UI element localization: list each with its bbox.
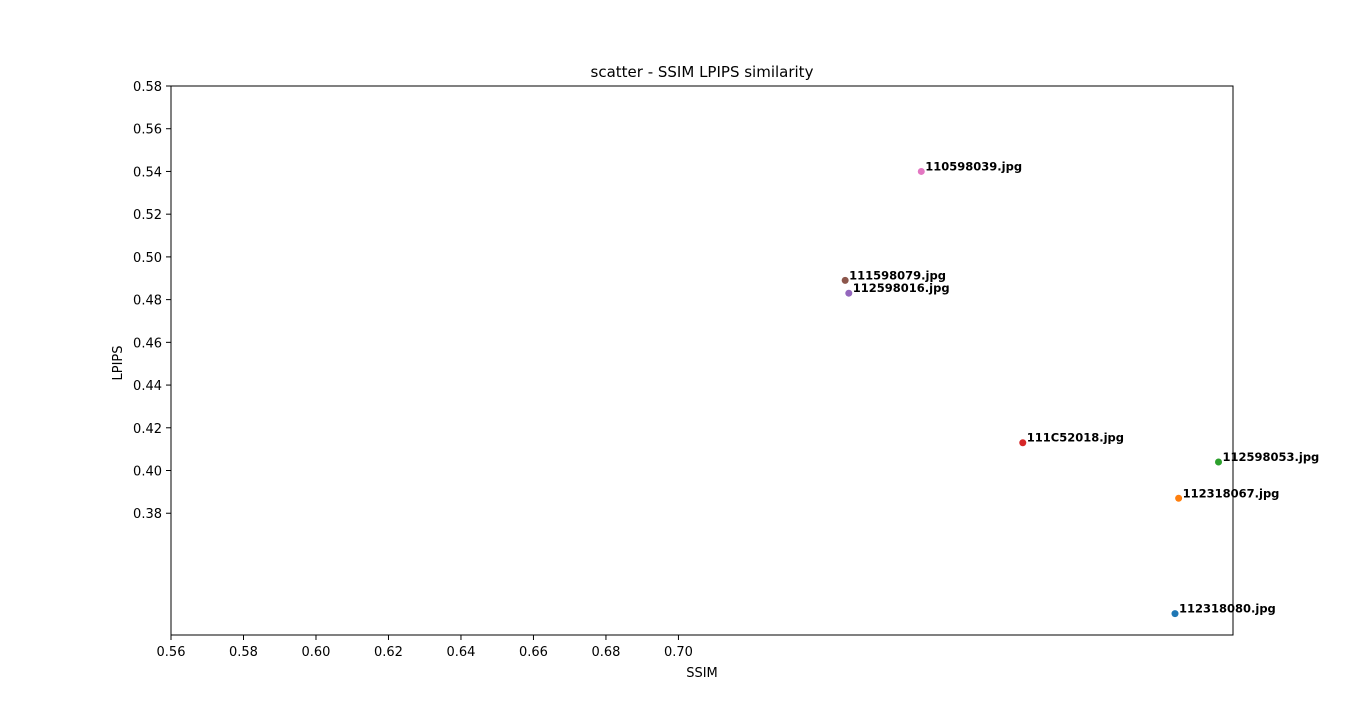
x-tick-label: 0.56 (157, 645, 186, 660)
point-label: 112318080.jpg (1179, 602, 1276, 616)
y-tick-label: 0.52 (133, 208, 162, 223)
y-tick-label: 0.56 (133, 123, 162, 138)
point-label: 112598053.jpg (1223, 450, 1320, 464)
x-tick-label: 0.58 (229, 645, 258, 660)
x-tick-label: 0.62 (374, 645, 403, 660)
plot-area (170, 85, 1234, 636)
x-axis: 0.56 0.58 0.60 0.62 0.64 0.66 0.68 0.70 (157, 635, 693, 660)
scatter-point (1171, 610, 1179, 618)
x-axis-label: SSIM (686, 666, 718, 681)
x-tick-label: 0.60 (302, 645, 331, 660)
scatter-point (1175, 494, 1183, 502)
y-tick-label: 0.42 (133, 422, 162, 437)
x-tick-label: 0.66 (519, 645, 548, 660)
y-tick-label: 0.54 (133, 165, 162, 180)
y-tick-label: 0.58 (133, 80, 162, 95)
x-tick-label: 0.70 (664, 645, 693, 660)
point-label: 110598039.jpg (925, 159, 1022, 173)
scatter-point (845, 289, 853, 297)
y-axis: 0.58 0.56 0.54 0.52 0.50 0.48 0.46 0.44 0.42 0.40… (133, 80, 171, 522)
chart-title: scatter - SSIM LPIPS similarity (591, 63, 814, 81)
scatter-point (1215, 458, 1223, 466)
scatter-point (841, 276, 849, 284)
point-label: 111598079.jpg (849, 268, 946, 282)
y-tick-label: 0.44 (133, 379, 162, 394)
point-label: 112598016.jpg (853, 281, 950, 295)
y-tick-label: 0.38 (133, 507, 162, 522)
y-tick-label: 0.48 (133, 294, 162, 309)
x-tick-label: 0.68 (591, 645, 620, 660)
scatter-point (1019, 439, 1027, 447)
x-tick-label: 0.64 (446, 645, 475, 660)
point-label: 112318067.jpg (1183, 486, 1280, 500)
y-tick-label: 0.40 (133, 465, 162, 480)
y-axis-label: LPIPS (111, 345, 126, 380)
scatter-point (917, 167, 925, 175)
point-label: 111C52018.jpg (1027, 431, 1124, 445)
y-tick-label: 0.46 (133, 336, 162, 351)
y-tick-label: 0.50 (133, 251, 162, 266)
